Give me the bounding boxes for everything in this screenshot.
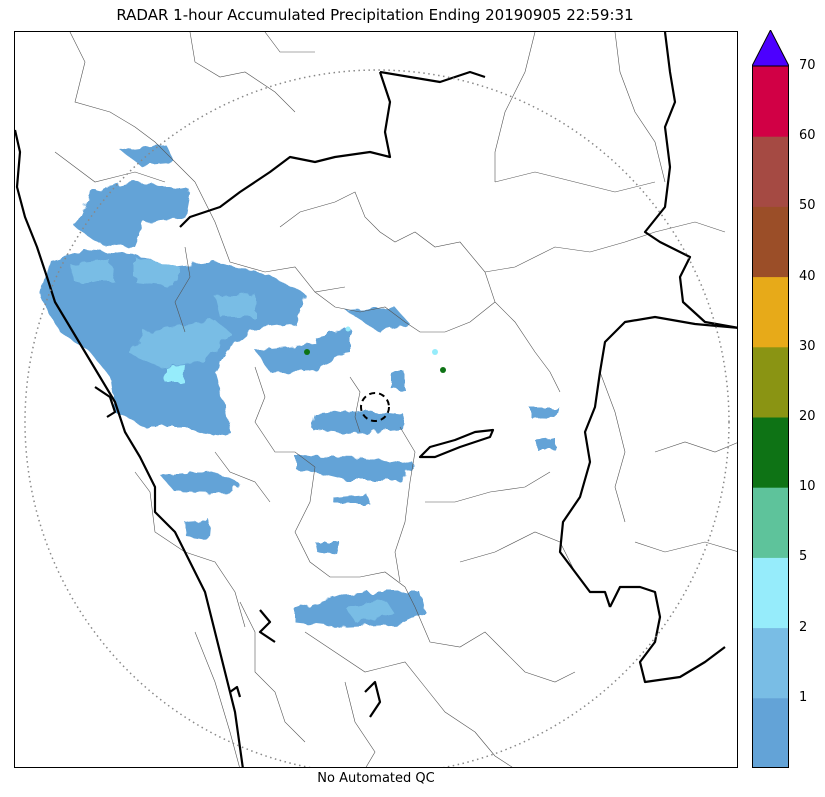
colorbar-bin bbox=[752, 417, 789, 488]
colorbar-bin bbox=[752, 346, 789, 418]
map-canvas bbox=[15, 32, 737, 767]
precip-cell bbox=[333, 494, 370, 504]
precip-cell bbox=[315, 542, 340, 554]
precip-cell bbox=[165, 365, 185, 382]
precip-cell bbox=[135, 257, 180, 287]
colorbar-bin bbox=[752, 627, 789, 699]
precip-cell bbox=[295, 456, 415, 480]
precip-cell bbox=[315, 328, 350, 357]
colorbar-tick-label: 10 bbox=[799, 479, 816, 495]
precip-cell bbox=[304, 349, 310, 355]
precip-cell bbox=[120, 144, 175, 165]
colorbar-tick-label: 70 bbox=[799, 58, 816, 73]
colorbar-bin bbox=[752, 557, 789, 629]
precip-cell bbox=[185, 520, 210, 540]
precip-cell bbox=[432, 349, 438, 355]
precip-cell bbox=[390, 372, 405, 390]
radar-map[interactable] bbox=[14, 31, 738, 768]
district-boundaries bbox=[54, 32, 737, 767]
colorbar-bin bbox=[752, 697, 789, 768]
precip-cell bbox=[535, 438, 555, 450]
coastline bbox=[15, 129, 244, 767]
precip-cell bbox=[160, 470, 240, 494]
qc-note: No Automated QC bbox=[317, 771, 435, 786]
colorbar-tick-label: 40 bbox=[799, 268, 816, 284]
radar-site-marker bbox=[360, 392, 390, 422]
convective-cells bbox=[304, 326, 446, 373]
precipitation-layer bbox=[40, 144, 560, 627]
colorbar-bin bbox=[752, 487, 789, 558]
precip-cell bbox=[313, 410, 405, 434]
colorbar-bin bbox=[752, 66, 789, 137]
precip-cell bbox=[345, 326, 351, 332]
colorbar-tick-label: 1 bbox=[799, 689, 808, 705]
colorbar-tick-label: 50 bbox=[799, 198, 816, 214]
precip-cell bbox=[530, 408, 560, 418]
colorbar-tick-label: 2 bbox=[799, 619, 808, 635]
colorbar-tick-label: 30 bbox=[799, 338, 816, 354]
radar-range-ring bbox=[24, 69, 730, 767]
precip-cell bbox=[75, 182, 190, 247]
precip-cell bbox=[130, 320, 230, 367]
precip-cell bbox=[440, 367, 446, 373]
colorbar-tick-label: 20 bbox=[799, 409, 816, 424]
colorbar-bin bbox=[752, 276, 789, 348]
state-boundaries bbox=[15, 32, 737, 767]
precip-cell bbox=[345, 600, 395, 622]
colorbar-bin bbox=[752, 136, 789, 207]
precip-cell bbox=[215, 294, 255, 317]
precip-cell bbox=[70, 260, 115, 282]
colorbar-tick-label: 5 bbox=[799, 549, 808, 565]
precipitation-colorbar bbox=[752, 30, 789, 768]
colorbar-tick-label: 60 bbox=[799, 128, 816, 144]
map-title: RADAR 1-hour Accumulated Precipitation E… bbox=[116, 6, 634, 24]
colorbar-overflow-triangle bbox=[752, 30, 789, 67]
colorbar-bin bbox=[752, 206, 789, 278]
colorbar-frame bbox=[752, 65, 789, 768]
